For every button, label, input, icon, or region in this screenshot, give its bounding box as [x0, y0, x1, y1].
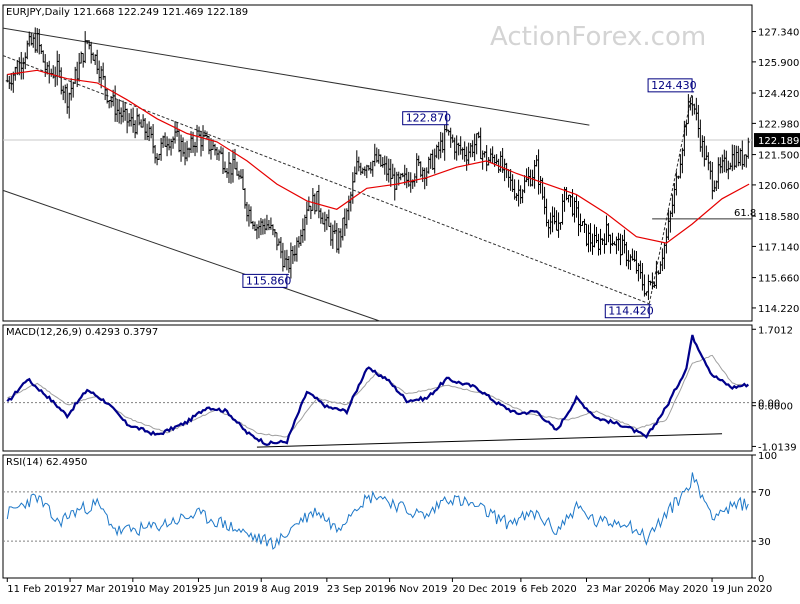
rsi-axis-tick-label: 70 — [758, 488, 771, 499]
rsi-line — [6, 472, 749, 550]
macd-pane-frame — [2, 324, 753, 452]
x-axis-tick-label: 6 Nov 2019 — [390, 584, 448, 595]
price-axis-tick-label: 127.340 — [758, 28, 799, 39]
x-axis-tick-label: 19 Jun 2020 — [712, 584, 772, 595]
rsi-pane: RSI(14) 62.4950 100 70 30 0 — [2, 451, 777, 585]
key-level-label: 124.430 — [651, 79, 697, 92]
price-axis-tick-label: 117.140 — [758, 242, 799, 253]
lower-channel-line — [2, 189, 380, 322]
price-axis-tick-label: 122.980 — [758, 119, 799, 130]
price-axis-tick-label: 120.060 — [758, 181, 799, 192]
price-axis-tick-label: 125.900 — [758, 58, 799, 69]
price-pane-title: EURJPY,Daily 121.668 122.249 121.469 122… — [6, 7, 248, 18]
key-level-box — [604, 304, 650, 319]
macd-signal-line — [7, 354, 749, 438]
key-level-label: 115.860 — [246, 274, 292, 287]
price-axis-tick-label: 121.500 — [758, 151, 799, 162]
fib-level-label: 61.8 — [734, 208, 756, 219]
current-price-badge-label: 122.189 — [758, 136, 799, 147]
price-axis-tick-label: 115.660 — [758, 274, 799, 285]
macd-pane-title: MACD(12,26,9) 0.4293 0.3797 — [6, 327, 158, 338]
price-pane: EURJPY,Daily 121.668 122.249 121.469 122… — [2, 4, 800, 322]
moving-average-line — [7, 69, 750, 244]
key-level-box — [242, 273, 288, 288]
watermark-text: ActionForex.com — [490, 22, 706, 52]
dashed-trend-line — [2, 55, 650, 305]
x-axis: 11 Feb 2019 27 Mar 2019 10 May 2019 25 Jun … — [6, 578, 772, 595]
x-axis-tick-label: 6 May 2020 — [649, 584, 708, 595]
price-axis-tick-label: 124.420 — [758, 89, 799, 100]
x-axis-tick-label: 11 Feb 2019 — [7, 584, 69, 595]
dashed-swing-line — [648, 92, 693, 304]
upper-channel-line — [2, 27, 590, 126]
macd-trend-line — [256, 433, 723, 448]
macd-line — [6, 334, 750, 447]
x-axis-tick-label: 20 Dec 2019 — [452, 584, 516, 595]
macd-axis-tick-label: -1.0139 — [758, 442, 797, 453]
x-axis-tick-label: 23 Sep 2019 — [327, 584, 390, 595]
x-axis-tick-label: 8 Aug 2019 — [261, 584, 319, 595]
rsi-pane-title: RSI(14) 62.4950 — [6, 457, 87, 468]
macd-axis-tick-label: 0.00 — [758, 399, 780, 410]
rsi-axis-tick-label: 30 — [758, 537, 771, 548]
price-axis-tick-label: 114.220 — [758, 304, 799, 315]
macd-axis-tick-label: 1.7012 — [758, 325, 793, 336]
price-axis-tick-label: 118.580 — [758, 212, 799, 223]
key-level-box — [647, 78, 693, 93]
x-axis-tick-label: 6 Feb 2020 — [521, 584, 577, 595]
x-axis-tick-label: 25 Jun 2019 — [198, 584, 258, 595]
key-level-label: 114.420 — [608, 305, 654, 318]
x-axis-tick-label: 27 Mar 2019 — [70, 584, 133, 595]
macd-axis-tick-label: 0.0000 — [758, 402, 793, 413]
key-level-box — [402, 111, 448, 126]
price-pane-frame — [2, 4, 753, 322]
current-price-badge — [754, 133, 800, 148]
macd-pane: MACD(12,26,9) 0.4293 0.3797 1.7012 0.000.0… — [2, 324, 797, 453]
x-axis-tick-label: 23 Mar 2020 — [587, 584, 650, 595]
rsi-axis-tick-label: 0 — [758, 574, 764, 585]
x-axis-tick-label: 10 May 2019 — [133, 584, 198, 595]
key-level-label: 122.870 — [406, 112, 452, 125]
rsi-pane-frame — [2, 454, 753, 579]
rsi-axis-tick-label: 100 — [758, 451, 777, 462]
